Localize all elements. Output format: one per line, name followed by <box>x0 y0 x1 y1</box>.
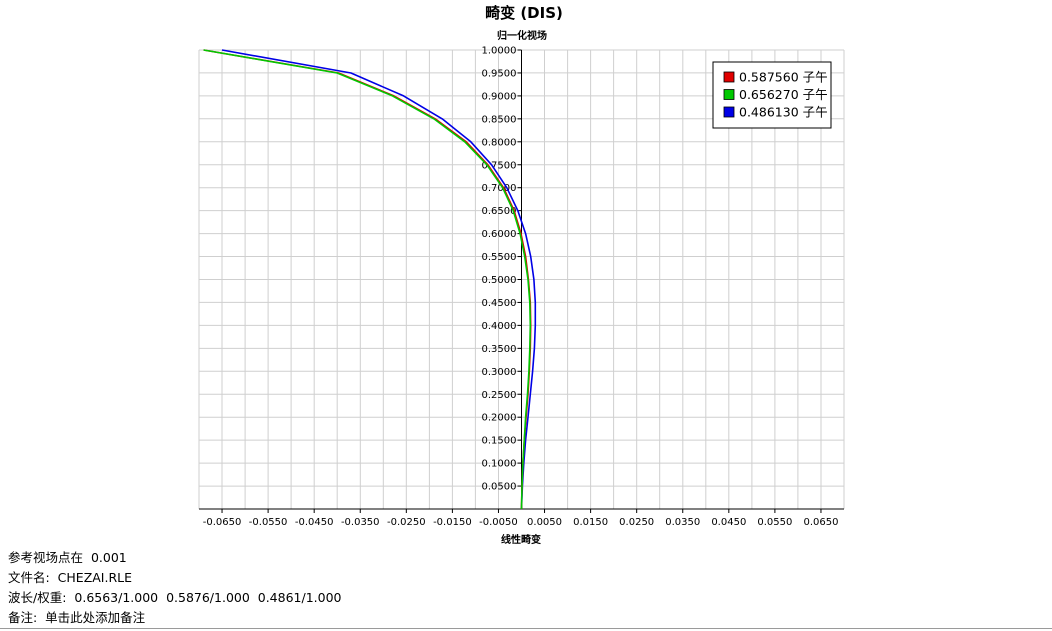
y-tick-label: 0.1500 <box>482 436 517 447</box>
wavelength-row: 波长/权重: 0.6563/1.000 0.5876/1.000 0.4861/… <box>8 588 342 608</box>
y-tick-label: 0.2500 <box>482 390 517 401</box>
legend-swatch <box>723 106 735 118</box>
x-tick-label: -0.0450 <box>295 517 334 528</box>
y-tick-label: 0.7000 <box>482 183 517 194</box>
tick-labels: -0.0650 -0.0550 -0.0450 -0.0350 -0.0250 -0.01… <box>203 46 839 529</box>
legend-label: 0.486130 子午 <box>739 105 828 120</box>
note-value[interactable]: 单击此处添加备注 <box>45 610 146 625</box>
y-tick-label: 0.4000 <box>482 321 517 332</box>
legend-label: 0.587560 子午 <box>739 70 828 85</box>
y-axis-title: 归一化视场 <box>497 29 547 42</box>
x-tick-label: 0.0150 <box>573 517 608 528</box>
y-tick-label: 0.2000 <box>482 413 517 424</box>
y-tick-label: 0.5500 <box>482 252 517 263</box>
y-tick-label: 0.4500 <box>482 298 517 309</box>
y-tick-label: 0.5000 <box>482 275 517 286</box>
y-tick-label: 0.7500 <box>482 160 517 171</box>
x-tick-label: 0.0550 <box>757 517 792 528</box>
legend-swatch <box>723 89 735 100</box>
y-tick-label: 0.6500 <box>482 206 517 217</box>
legend-label: 0.656270 子午 <box>739 87 828 102</box>
ref-field-row: 参考视场点在 0.001 <box>8 548 342 568</box>
ref-field-label: 参考视场点在 <box>8 550 84 565</box>
y-tick-label: 0.0500 <box>482 482 517 493</box>
y-tick-label: 0.9000 <box>482 91 517 102</box>
x-axis-title: 线性畸变 <box>501 533 541 546</box>
legend: 0.587560 子午 0.656270 子午 0.486130 子午 <box>712 61 832 129</box>
x-tick-label: -0.0350 <box>341 517 380 528</box>
x-tick-label: -0.0050 <box>479 517 518 528</box>
x-tick-label: 0.0450 <box>711 517 746 528</box>
y-tick-label: 0.6000 <box>482 229 517 240</box>
y-tick-label: 0.8000 <box>482 137 517 148</box>
x-tick-label: 0.0350 <box>665 517 700 528</box>
file-row: 文件名: CHEZAI.RLE <box>8 568 342 588</box>
note-label: 备注: <box>8 610 38 625</box>
y-tick-label: 0.9500 <box>482 68 517 79</box>
y-tick-label: 1.0000 <box>482 46 517 57</box>
legend-swatch <box>723 71 735 83</box>
file-label: 文件名: <box>8 570 50 585</box>
x-tick-label: -0.0550 <box>249 517 288 528</box>
ref-field-value: 0.001 <box>90 550 127 565</box>
y-tick-label: 0.8500 <box>482 114 517 125</box>
file-value: CHEZAI.RLE <box>57 570 133 585</box>
x-tick-label: -0.0250 <box>387 517 426 528</box>
chart-title: 畸变 (DIS) <box>485 4 563 22</box>
bottom-rule <box>0 628 1052 629</box>
y-tick-label: 0.3000 <box>482 367 517 378</box>
wavelength-value: 0.6563/1.000 0.5876/1.000 0.4861/1.000 <box>74 590 342 605</box>
series-line <box>221 49 537 510</box>
footer-info: 参考视场点在 0.001 文件名: CHEZAI.RLE 波长/权重: 0.65… <box>8 548 342 628</box>
x-tick-label: -0.0650 <box>203 517 242 528</box>
note-row[interactable]: 备注: 单击此处添加备注 <box>8 608 342 628</box>
y-tick-label: 0.1000 <box>482 459 517 470</box>
x-tick-label: 0.0050 <box>527 517 562 528</box>
x-tick-label: -0.0150 <box>433 517 472 528</box>
wavelength-label: 波长/权重: <box>8 590 67 605</box>
x-tick-label: 0.0650 <box>803 517 838 528</box>
series-line <box>203 49 532 510</box>
x-tick-label: 0.0250 <box>619 517 654 528</box>
y-tick-label: 0.3500 <box>482 344 517 355</box>
series-lines <box>203 49 537 510</box>
